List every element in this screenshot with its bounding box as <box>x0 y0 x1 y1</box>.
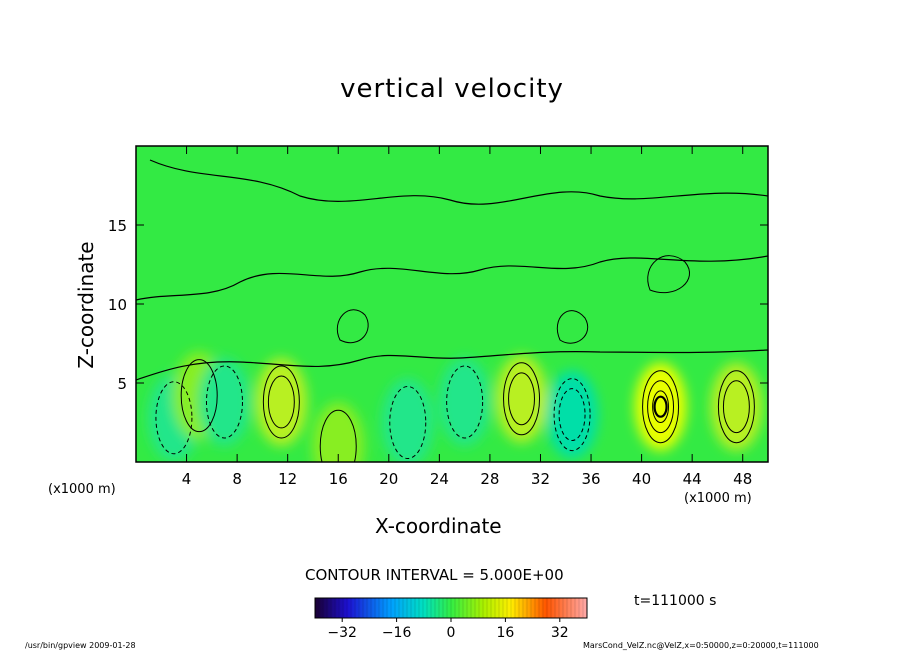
contour-ellipse <box>722 380 750 434</box>
contour-ellipse <box>717 370 755 444</box>
y-tick-label: 5 <box>117 375 127 393</box>
contour-ellipse <box>652 390 669 424</box>
contour-ellipse <box>262 365 300 439</box>
colorbar: −32 −16 0 16 32 <box>314 597 588 641</box>
contour-ellipse <box>553 378 591 452</box>
colorbar-stripes <box>318 598 584 618</box>
contour-ellipse <box>205 365 243 439</box>
x-tick-label: 36 <box>581 470 600 488</box>
x-unit-label-left: (x1000 m) <box>48 482 116 497</box>
x-tick-label: 20 <box>379 470 398 488</box>
x-tick-label: 40 <box>632 470 651 488</box>
color-field <box>147 351 763 462</box>
contour-ellipse <box>558 388 586 442</box>
x-unit-label-right: (x1000 m) <box>684 491 752 506</box>
field-blob <box>634 362 687 451</box>
contour-ellipse <box>389 386 427 459</box>
field-blob <box>381 378 434 462</box>
y-tick-label: 15 <box>108 217 127 235</box>
contour-ellipse <box>319 409 357 462</box>
contour-lines <box>136 159 768 381</box>
footer-file-info: MarsCond_VelZ.nc@VelZ,x=0:50000,z=0:2000… <box>583 641 819 650</box>
field-blob <box>546 370 599 459</box>
field-blob <box>710 362 763 451</box>
colorbar-tick-label: 32 <box>551 625 569 641</box>
x-tick-label: 44 <box>683 470 702 488</box>
time-label: t=111000 s <box>634 593 717 609</box>
field-blob <box>438 357 491 446</box>
colorbar-tick-label: 0 <box>447 625 456 641</box>
contour-features <box>155 359 755 462</box>
chart-title: vertical velocity <box>340 74 564 104</box>
colorbar-tick-label: −32 <box>327 625 357 641</box>
contour-ellipse <box>155 381 193 455</box>
field-blob <box>198 357 251 446</box>
field-blob <box>312 402 365 462</box>
x-axis-label: X-coordinate <box>375 514 502 538</box>
contour-ellipse <box>446 365 484 439</box>
x-axis: 4 8 12 16 20 24 28 32 36 40 44 48 <box>182 146 752 488</box>
contour-ellipse <box>642 370 680 444</box>
y-tick-label: 10 <box>108 296 127 314</box>
contour-ellipse <box>503 362 541 436</box>
contour-ellipse <box>267 375 295 429</box>
field-blob <box>255 357 308 446</box>
x-tick-label: 4 <box>182 470 192 488</box>
x-tick-label: 24 <box>430 470 449 488</box>
colorbar-tick-label: −16 <box>382 625 412 641</box>
colorbar-fill <box>315 598 587 618</box>
footer-program-date: /usr/bin/gpview 2009-01-28 <box>25 641 136 650</box>
x-tick-label: 48 <box>733 470 752 488</box>
x-tick-label: 32 <box>531 470 550 488</box>
contour-ellipse <box>508 372 535 426</box>
contour-ellipse <box>653 395 668 418</box>
x-tick-label: 16 <box>329 470 348 488</box>
contour-ellipse <box>647 380 675 434</box>
x-tick-label: 28 <box>480 470 499 488</box>
x-tick-label: 8 <box>232 470 242 488</box>
contour-ellipse <box>180 359 218 433</box>
contour-interval-text: CONTOUR INTERVAL = 5.000E+00 <box>305 566 564 584</box>
plot-area <box>135 145 769 463</box>
y-axis-label: Z-coordinate <box>74 241 98 369</box>
x-tick-label: 12 <box>278 470 297 488</box>
colorbar-tick-label: 16 <box>496 625 514 641</box>
y-axis: 5 10 15 <box>108 217 768 393</box>
field-blob <box>495 354 548 443</box>
colorbar-ticks: −32 −16 0 16 32 <box>327 618 569 641</box>
